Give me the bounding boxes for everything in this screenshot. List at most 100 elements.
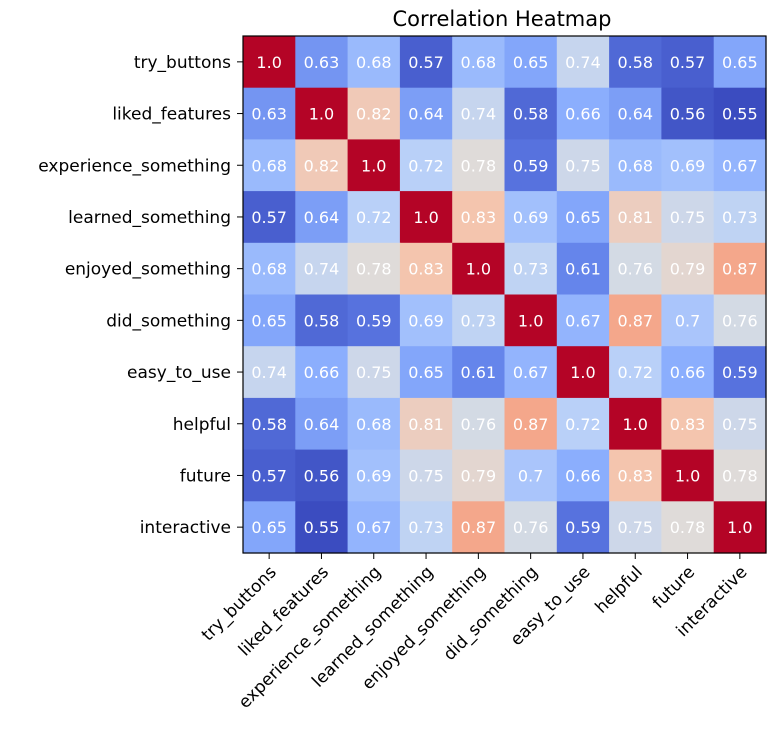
x-axis-ticks: try_buttonsliked_featuresexperience_some… (198, 553, 751, 713)
heatmap-cells (243, 36, 767, 554)
cell-value-label: 0.83 (408, 260, 444, 279)
heatmap-cell (713, 346, 767, 399)
cell-value-label: 0.69 (670, 156, 706, 175)
y-tick-label: liked_features (112, 105, 231, 125)
heatmap-cell (452, 242, 506, 296)
heatmap-cell (295, 294, 349, 347)
x-tick-label: helpful (591, 562, 646, 617)
heatmap-cell (504, 191, 558, 244)
cell-value-label: 0.67 (722, 156, 758, 175)
heatmap-cell (556, 294, 610, 347)
heatmap-cell (452, 87, 506, 140)
heatmap-cell (661, 191, 715, 244)
heatmap-cell (347, 36, 401, 89)
cell-value-label: 0.58 (304, 311, 340, 330)
heatmap-cell (399, 139, 453, 192)
heatmap-cell (609, 397, 662, 451)
heatmap-cell (609, 87, 662, 140)
cell-value-label: 0.83 (461, 208, 497, 227)
cell-value-label: 0.75 (670, 208, 706, 227)
heatmap-cell (609, 501, 662, 554)
heatmap-cell (609, 294, 662, 347)
heatmap-cell (556, 397, 610, 451)
cell-value-label: 0.66 (670, 363, 706, 382)
cell-value-label: 0.59 (356, 311, 392, 330)
cell-value-label: 1.0 (309, 105, 334, 124)
heatmap-cell (609, 346, 662, 399)
cell-value-label: 1.0 (727, 518, 752, 537)
cell-value-label: 0.68 (251, 156, 287, 175)
heatmap-cell (556, 501, 610, 554)
cell-value-label: 0.78 (670, 518, 706, 537)
heatmap-cell (399, 87, 453, 140)
cell-value-label: 0.75 (617, 518, 653, 537)
cell-value-label: 0.63 (251, 105, 287, 124)
heatmap-cell (295, 346, 349, 399)
heatmap-cell (243, 346, 296, 399)
cell-value-label: 0.87 (617, 311, 653, 330)
cell-value-label: 0.75 (408, 466, 444, 485)
heatmap-cell (609, 191, 662, 244)
cell-value-label: 0.69 (408, 311, 444, 330)
cell-value-label: 0.56 (304, 466, 340, 485)
cell-value-label: 0.68 (461, 53, 497, 72)
cell-value-label: 0.81 (617, 208, 653, 227)
heatmap-cell (399, 242, 453, 296)
heatmap-cell (713, 139, 767, 192)
cell-value-label: 0.58 (513, 105, 549, 124)
heatmap-cell (295, 139, 349, 192)
cell-value-label: 0.69 (356, 466, 392, 485)
cell-value-label: 0.55 (304, 518, 340, 537)
heatmap-cell (609, 242, 662, 296)
cell-value-label: 0.7 (518, 466, 543, 485)
heatmap-cell (609, 36, 662, 89)
heatmap-cell-labels: 1.0 0.63 0.68 0.57 0.68 0.65 0.74 0.58 0.57 0.65 0… (251, 53, 757, 537)
cell-value-label: 0.65 (251, 311, 287, 330)
cell-value-label: 0.78 (356, 260, 392, 279)
heatmap-cell (713, 294, 767, 347)
cell-value-label: 1.0 (623, 415, 648, 434)
heatmap-cell (295, 242, 349, 296)
heatmap-cell (243, 139, 296, 192)
cell-value-label: 0.58 (251, 415, 287, 434)
y-tick-label: interactive (140, 518, 231, 538)
cell-value-label: 0.72 (356, 208, 392, 227)
heatmap-cell (452, 36, 506, 89)
heatmap-cell (243, 36, 296, 89)
heatmap-cell (504, 36, 558, 89)
heatmap-cell (295, 36, 349, 89)
cell-value-label: 0.74 (461, 105, 497, 124)
cell-value-label: 0.57 (251, 466, 287, 485)
cell-value-label: 0.74 (251, 363, 287, 382)
heatmap-cell (504, 139, 558, 192)
heatmap-cell (295, 191, 349, 244)
cell-value-label: 0.75 (722, 415, 758, 434)
heatmap-cell (609, 449, 662, 502)
heatmap-cell (609, 139, 662, 192)
heatmap-cell (347, 191, 401, 244)
heatmap-cell (295, 87, 349, 140)
heatmap-cell (556, 87, 610, 140)
heatmap-cell (452, 191, 506, 244)
heatmap-cell (661, 87, 715, 140)
heatmap-cell (347, 242, 401, 296)
cell-value-label: 0.76 (513, 518, 549, 537)
heatmap-cell (399, 501, 453, 554)
heatmap-cell (713, 397, 767, 451)
cell-value-label: 0.76 (461, 415, 497, 434)
heatmap-cell (347, 139, 401, 192)
heatmap-cell (556, 242, 610, 296)
y-tick-label: learned_something (68, 208, 231, 228)
cell-value-label: 0.67 (356, 518, 392, 537)
cell-value-label: 0.59 (565, 518, 601, 537)
heatmap-cell (243, 397, 296, 451)
heatmap-cell (504, 449, 558, 502)
cell-value-label: 0.64 (617, 105, 653, 124)
cell-value-label: 0.55 (722, 105, 758, 124)
heatmap-cell (295, 397, 349, 451)
cell-value-label: 0.66 (304, 363, 340, 382)
cell-value-label: 0.76 (617, 260, 653, 279)
cell-value-label: 0.72 (408, 156, 444, 175)
cell-value-label: 0.68 (251, 260, 287, 279)
cell-value-label: 0.65 (513, 53, 549, 72)
